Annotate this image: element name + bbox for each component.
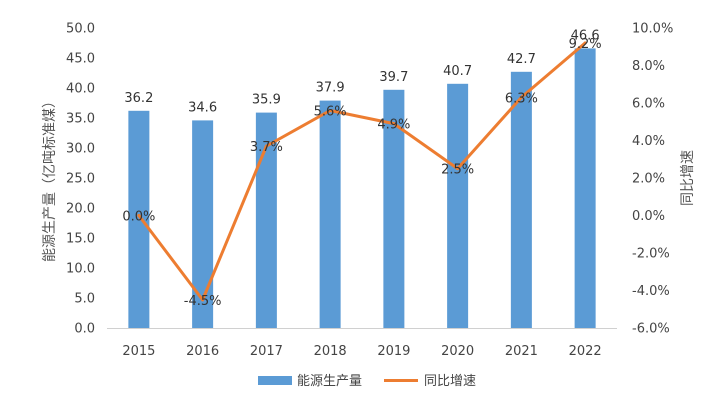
- line-point: [456, 167, 460, 171]
- x-tick-label: 2017: [250, 344, 283, 359]
- line-point: [264, 144, 268, 148]
- bar: [447, 83, 469, 328]
- left-tick-label: 15.0: [66, 232, 95, 247]
- right-tick-label: 8.0%: [632, 59, 665, 74]
- line-point: [583, 41, 587, 45]
- bar: [192, 120, 214, 329]
- left-axis-title: 能源生产量（亿吨标准煤）: [42, 94, 58, 262]
- left-tick-label: 5.0: [74, 292, 95, 307]
- legend-line-label: 同比增速: [424, 374, 476, 389]
- right-tick-label: 10.0%: [632, 22, 673, 37]
- bar-series: [128, 48, 596, 329]
- bar-data-label: 39.7: [379, 70, 408, 85]
- line-point: [137, 214, 141, 217]
- line-data-label: 3.7%: [250, 140, 283, 155]
- left-tick-label: 45.0: [66, 52, 95, 67]
- right-tick-label: -2.0%: [632, 247, 670, 262]
- line-series: [137, 41, 587, 302]
- bar-data-label: 35.9: [252, 93, 281, 108]
- right-axis-title: 同比增速: [680, 150, 696, 206]
- left-tick-label: 35.0: [66, 112, 95, 127]
- x-tick-label: 2016: [186, 344, 219, 359]
- bar-data-label: 42.7: [507, 52, 536, 67]
- bar: [383, 89, 405, 328]
- line-data-label: 2.5%: [441, 163, 474, 178]
- right-tick-label: 4.0%: [632, 134, 665, 149]
- left-tick-label: 20.0: [66, 202, 95, 217]
- line-data-labels: 0.0% -4.5% 3.7% 5.6% 4.9% 2.5% 6.3% 9.2%: [122, 37, 601, 309]
- x-tick-label: 2015: [122, 344, 155, 359]
- right-tick-label: 2.0%: [632, 172, 665, 187]
- x-tick-label: 2018: [314, 344, 347, 359]
- x-tick-label: 2020: [441, 344, 474, 359]
- line-point: [392, 122, 396, 126]
- line-data-label: 5.6%: [314, 105, 347, 120]
- legend-bar-swatch: [258, 376, 292, 385]
- line-point: [201, 298, 205, 302]
- right-axis-ticks: -6.0% -4.0% -2.0% 0.0% 2.0% 4.0% 6.0% 8.0% 10.0%: [632, 22, 673, 337]
- line-data-label: 0.0%: [122, 210, 155, 225]
- line-data-label: 6.3%: [505, 91, 538, 106]
- bar-data-labels: 36.2 34.6 35.9 37.9 39.7 40.7 42.7 46.6: [124, 28, 599, 115]
- bar-data-label: 46.6: [571, 28, 600, 43]
- x-tick-label: 2019: [377, 344, 410, 359]
- x-axis-tick-labels: 2015 2016 2017 2018 2019 2020 2021 2022: [122, 344, 601, 359]
- left-tick-label: 30.0: [66, 142, 95, 157]
- left-tick-label: 0.0: [74, 322, 95, 337]
- right-tick-label: -4.0%: [632, 284, 670, 299]
- x-tick-label: 2022: [569, 344, 602, 359]
- right-tick-label: 0.0%: [632, 209, 665, 224]
- x-tick-label: 2021: [505, 344, 538, 359]
- line-point: [519, 95, 523, 99]
- bar: [319, 100, 341, 328]
- left-tick-label: 40.0: [66, 82, 95, 97]
- bar: [510, 71, 532, 329]
- left-tick-label: 10.0: [66, 262, 95, 277]
- right-tick-label: 6.0%: [632, 97, 665, 112]
- right-tick-label: -6.0%: [632, 322, 670, 337]
- bar-data-label: 40.7: [443, 64, 472, 79]
- legend-bar-label: 能源生产量: [297, 374, 362, 389]
- line-data-label: 9.2%: [569, 37, 602, 52]
- line-point: [328, 109, 332, 112]
- bar-data-label: 36.2: [124, 91, 153, 106]
- bar-data-label: 34.6: [188, 100, 217, 115]
- growth-line: [137, 41, 587, 302]
- bar: [255, 112, 277, 328]
- bar: [574, 48, 596, 329]
- bar: [128, 110, 150, 328]
- line-data-label: -4.5%: [184, 294, 222, 309]
- left-tick-label: 50.0: [66, 22, 95, 37]
- bar-data-label: 37.9: [316, 81, 345, 96]
- line-data-label: 4.9%: [377, 118, 410, 133]
- legend: 能源生产量 同比增速: [258, 374, 476, 389]
- left-axis-ticks: 0.0 5.0 10.0 15.0 20.0 25.0 30.0 35.0 40.0 45.0 50…: [66, 22, 95, 337]
- left-tick-label: 25.0: [66, 172, 95, 187]
